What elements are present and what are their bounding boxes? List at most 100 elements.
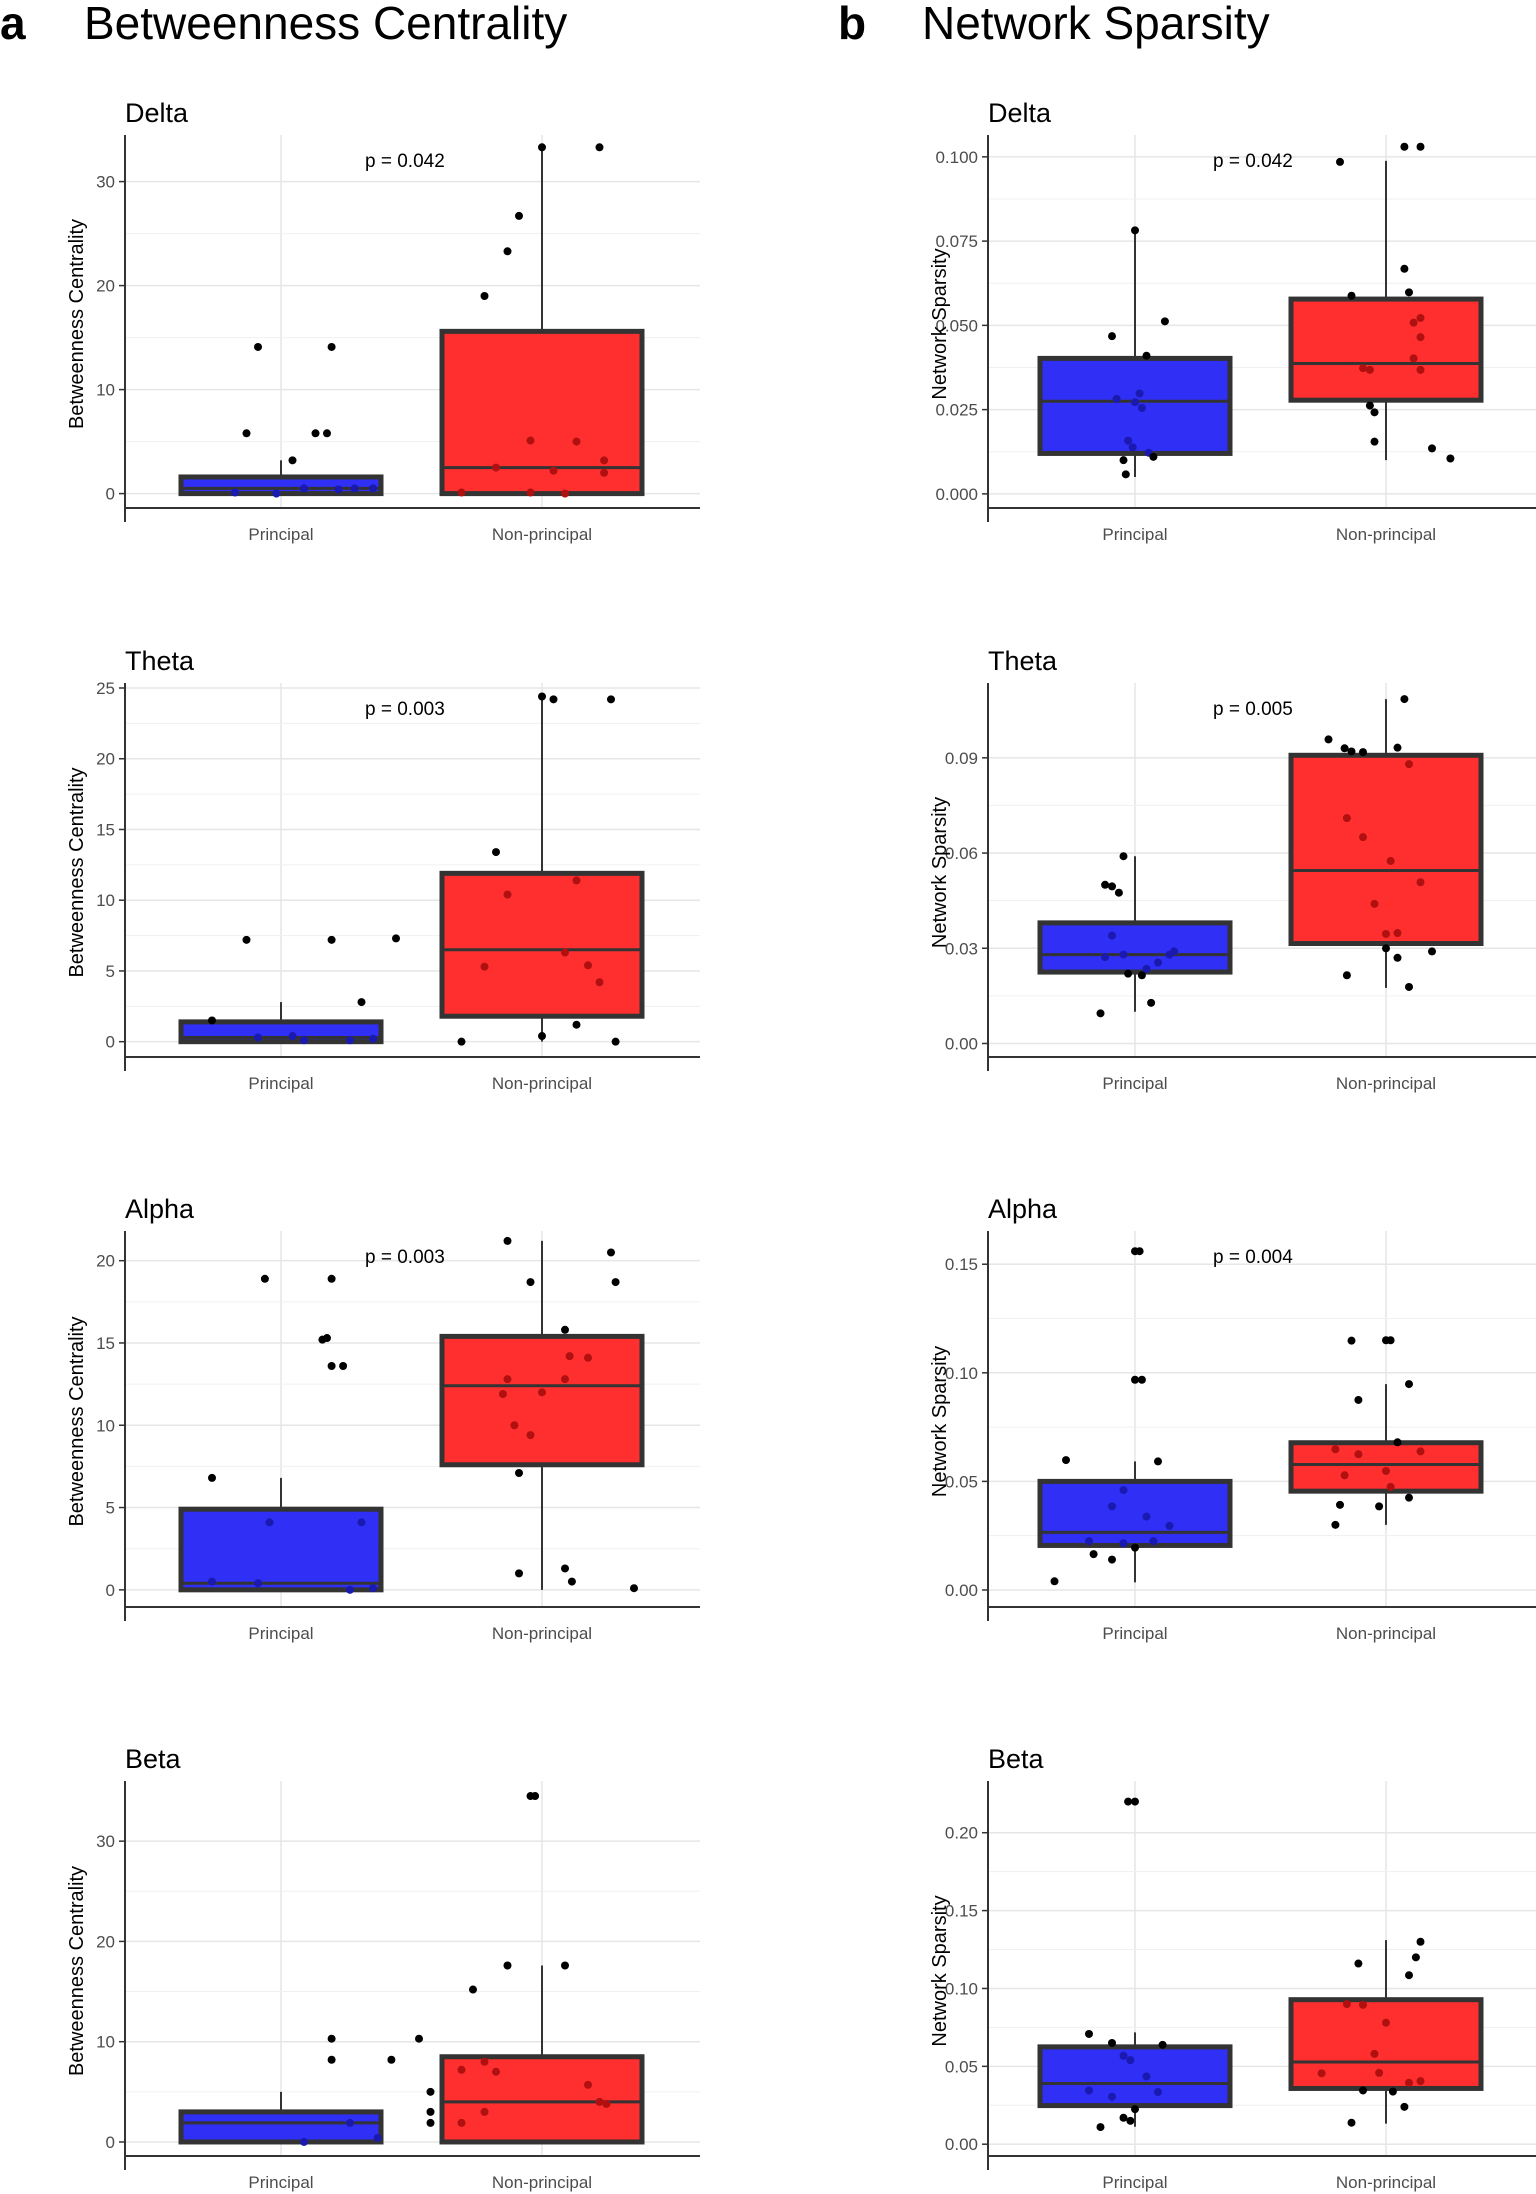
chart-b-beta-point-0-11	[1131, 2105, 1139, 2114]
chart-a-alpha-point-0-5	[339, 1362, 348, 1371]
chart-b-theta-xlabel-1: Non-principal	[1336, 1074, 1436, 1093]
chart-a-delta-xlabel-1: Non-principal	[492, 525, 592, 544]
chart-b-alpha-point-1-3	[1354, 1395, 1363, 1404]
chart-a-beta-point-0-9	[300, 2137, 308, 2146]
chart-a-alpha-point-1-12	[526, 1431, 535, 1440]
chart-a-beta-point-1-5	[457, 2065, 466, 2074]
chart-b-alpha-point-0-16	[1050, 1577, 1059, 1586]
chart-b-theta-point-1-11	[1370, 899, 1379, 908]
chart-a-theta-ytick-label-4: 20	[96, 750, 115, 769]
chart-b-theta-point-1-8	[1359, 833, 1367, 842]
chart-a-alpha-point-1-14	[515, 1569, 523, 1578]
chart-b-delta-point-1-1	[1347, 291, 1356, 300]
chart-b-delta-point-0-3	[1119, 456, 1128, 465]
chart-b-theta-point-1-10	[1416, 878, 1425, 887]
chart-b-theta-xlabel-0: Principal	[1102, 1074, 1167, 1093]
chart-b-theta-ytick-label-2: 0.06	[945, 844, 978, 863]
chart-b-delta-ytick-label-3: 0.075	[935, 232, 978, 251]
chart-a-theta-point-0-3	[357, 998, 366, 1007]
panel-a-title: Betweenness Centrality	[84, 0, 568, 49]
chart-a-alpha-point-1-17	[630, 1584, 638, 1593]
chart-b-beta-ylabel: Network Sparsity	[929, 1895, 951, 2046]
chart-a-beta-xlabel-1: Non-principal	[492, 2173, 592, 2192]
chart-a-theta-point-1-5	[572, 876, 581, 885]
chart-a-alpha-xlabel-0: Principal	[248, 1624, 313, 1643]
chart-b-beta-xlabel-0: Principal	[1102, 2173, 1167, 2192]
chart-b-delta-title: Delta	[988, 98, 1052, 128]
chart-b-delta-point-0-8	[1131, 226, 1139, 235]
chart-a-delta-point-0-6	[272, 489, 281, 498]
chart-a-delta-point-0-5	[288, 456, 297, 465]
chart-a-delta-point-0-4	[323, 429, 331, 438]
chart-b-theta-point-1-17	[1405, 982, 1413, 991]
chart-b-beta-point-0-7	[1142, 2072, 1151, 2081]
chart-a-alpha-point-1-1	[526, 1278, 535, 1287]
chart-b-alpha-point-1-5	[1331, 1445, 1340, 1454]
chart-b-theta-point-1-6	[1405, 760, 1413, 769]
chart-a-alpha-point-0-7	[265, 1518, 274, 1527]
chart-b-beta-point-0-3	[1108, 2038, 1116, 2047]
chart-a-delta-point-1-5	[492, 463, 500, 472]
chart-a-delta-box-1	[439, 328, 645, 497]
chart-a-delta-point-1-10	[549, 466, 558, 475]
chart-a-delta-point-0-3	[311, 429, 320, 438]
chart-b-delta-point-1-6	[1370, 437, 1379, 446]
chart-a-beta-point-0-3	[387, 2055, 396, 2064]
chart-a-theta-point-1-3	[549, 695, 558, 704]
chart-a-alpha-point-1-2	[607, 1248, 615, 1257]
panel-b-letter: b	[838, 0, 867, 49]
chart-b-alpha-point-1-2	[1386, 1336, 1395, 1345]
chart-b-alpha-point-0-5	[1154, 1457, 1162, 1466]
chart-b-alpha-ytick-label-2: 0.10	[945, 1364, 978, 1383]
chart-b-theta-point-1-1	[1347, 747, 1356, 756]
chart-b-alpha-point-1-15	[1393, 1438, 1402, 1447]
chart-a-theta-point-0-1	[327, 935, 336, 944]
chart-a-delta-xlabel-0: Principal	[248, 525, 313, 544]
chart-b-alpha-point-1-4	[1405, 1380, 1413, 1389]
chart-a-alpha-point-1-9	[538, 1388, 546, 1397]
chart-b-alpha-point-0-13	[1089, 1550, 1098, 1559]
chart-a-beta-point-0-2	[327, 2055, 336, 2064]
chart-b-beta-point-0-1	[1131, 1797, 1139, 1806]
chart-b-theta-box-1	[1288, 752, 1484, 946]
chart-b-alpha-point-0-9	[1165, 1521, 1174, 1530]
chart-b-delta-point-0-0	[1108, 332, 1116, 341]
chart-b-theta-point-1-12	[1393, 929, 1402, 938]
chart-a-theta-point-1-2	[538, 692, 546, 701]
chart-b-beta-point-1-9	[1375, 2068, 1384, 2077]
chart-a-theta-point-0-9	[288, 1032, 297, 1041]
chart-a-theta-p-value: p = 0.003	[365, 699, 445, 720]
chart-a-delta-point-1-13	[561, 489, 569, 498]
chart-b-theta-point-0-0	[1101, 880, 1110, 889]
chart-a-theta-ytick-label-2: 10	[96, 891, 115, 910]
chart-b-delta-point-0-11	[1128, 443, 1137, 452]
chart-a-delta-point-0-7	[300, 484, 308, 493]
chart-b-theta-title: Theta	[988, 646, 1058, 676]
chart-a-delta-point-0-0	[254, 342, 262, 351]
chart-b-theta-point-0-11	[1142, 964, 1151, 973]
chart-b-theta-ytick-label-3: 0.09	[945, 749, 978, 768]
chart-a-alpha-ytick-label-4: 20	[96, 1252, 115, 1271]
chart-b-theta-point-0-3	[1119, 852, 1128, 861]
chart-b-theta-point-0-4	[1108, 931, 1116, 940]
chart-b-alpha-point-0-14	[1108, 1555, 1116, 1564]
chart-a-delta-point-1-0	[480, 292, 489, 300]
chart-b-theta-ytick-label-0: 0.00	[945, 1034, 978, 1053]
chart-b-theta-box-0	[1037, 920, 1233, 975]
chart-a-delta-point-1-2	[515, 211, 523, 220]
chart-b-beta-ytick-label-3: 0.15	[945, 1902, 978, 1921]
chart-a-beta-point-0-8	[373, 2133, 382, 2142]
chart-a-delta-point-1-6	[526, 436, 535, 445]
chart-a-theta-point-1-10	[480, 962, 489, 971]
chart-a-beta-box-0	[178, 2109, 384, 2145]
chart-b-beta-point-0-10	[1154, 2088, 1162, 2097]
chart-b-delta-point-1-17	[1416, 313, 1425, 322]
chart-b-delta-ytick-label-1: 0.025	[935, 401, 978, 420]
chart-a-theta-point-0-7	[346, 1036, 354, 1045]
chart-b-beta-point-1-7	[1370, 2049, 1379, 2058]
chart-a-theta-point-1-0	[492, 848, 500, 857]
chart-b-delta-point-1-3	[1365, 365, 1374, 374]
chart-b-beta-point-1-1	[1405, 1971, 1413, 1980]
chart-b-beta-point-0-2	[1085, 2029, 1093, 2038]
